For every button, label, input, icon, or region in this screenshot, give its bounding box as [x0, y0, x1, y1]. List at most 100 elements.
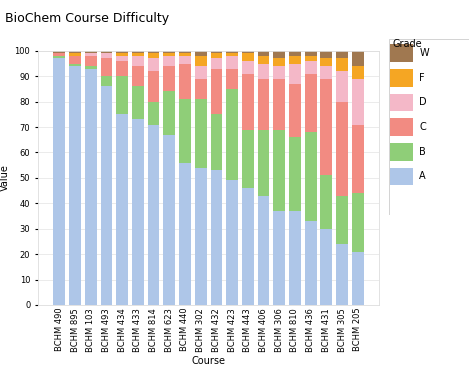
Bar [116, 76, 128, 114]
Bar [305, 51, 317, 56]
Bar [390, 69, 413, 86]
Bar [132, 66, 144, 86]
Bar [54, 56, 65, 58]
Bar [273, 211, 285, 305]
Bar [242, 74, 254, 129]
Bar [100, 51, 112, 53]
Bar [336, 58, 348, 71]
Text: W: W [419, 48, 429, 58]
Bar [54, 51, 65, 53]
Bar [320, 58, 332, 66]
Bar [390, 93, 413, 111]
Bar [132, 51, 144, 53]
Bar [210, 58, 222, 68]
Text: Grade: Grade [392, 39, 422, 49]
Bar [100, 53, 112, 58]
Bar [148, 71, 159, 102]
Bar [116, 51, 128, 53]
Bar [210, 114, 222, 170]
Bar [336, 196, 348, 244]
Bar [100, 58, 112, 76]
Bar [195, 66, 207, 79]
Bar [148, 51, 159, 53]
Bar [210, 170, 222, 305]
Bar [258, 129, 269, 196]
Bar [242, 61, 254, 74]
Bar [289, 51, 301, 56]
Bar [100, 86, 112, 305]
Text: B: B [419, 147, 426, 157]
Bar [226, 89, 238, 180]
Bar [273, 51, 285, 58]
Text: BioChem Course Difficulty: BioChem Course Difficulty [5, 12, 169, 25]
Bar [390, 118, 413, 136]
Bar [132, 56, 144, 66]
Bar [336, 244, 348, 305]
Bar [69, 63, 81, 66]
Bar [54, 53, 65, 56]
Bar [320, 66, 332, 79]
Bar [258, 196, 269, 305]
Bar [164, 56, 175, 66]
Bar [148, 124, 159, 305]
Bar [132, 53, 144, 56]
Bar [100, 76, 112, 86]
Bar [320, 79, 332, 175]
Bar [320, 229, 332, 305]
Bar [289, 211, 301, 305]
Bar [289, 84, 301, 137]
Bar [69, 51, 81, 53]
Bar [85, 51, 97, 53]
Bar [258, 51, 269, 56]
Text: A: A [419, 171, 426, 181]
Bar [336, 71, 348, 102]
Bar [85, 53, 97, 56]
Bar [226, 56, 238, 68]
Bar [179, 63, 191, 99]
Bar [195, 51, 207, 56]
Bar [305, 221, 317, 305]
Bar [289, 63, 301, 84]
Bar [352, 51, 364, 66]
Bar [273, 58, 285, 66]
Bar [320, 51, 332, 58]
Bar [85, 68, 97, 305]
Bar [273, 79, 285, 129]
Bar [116, 114, 128, 305]
Bar [352, 79, 364, 124]
Y-axis label: Value: Value [0, 165, 10, 191]
Bar [164, 66, 175, 91]
Bar [226, 53, 238, 56]
Bar [305, 74, 317, 132]
Bar [390, 167, 413, 185]
Bar [352, 66, 364, 79]
Bar [242, 129, 254, 188]
Bar [164, 53, 175, 56]
Bar [242, 53, 254, 61]
Bar [305, 56, 317, 61]
Bar [390, 143, 413, 160]
Bar [132, 119, 144, 305]
Bar [195, 99, 207, 168]
Bar [258, 56, 269, 63]
Bar [85, 66, 97, 68]
Bar [258, 79, 269, 129]
Bar [116, 56, 128, 61]
X-axis label: Course: Course [191, 356, 226, 366]
Bar [164, 91, 175, 135]
Bar [289, 56, 301, 63]
Bar [336, 51, 348, 58]
Bar [69, 53, 81, 56]
Bar [164, 51, 175, 53]
Bar [116, 61, 128, 76]
Bar [179, 53, 191, 56]
Bar [195, 168, 207, 305]
Bar [195, 56, 207, 66]
Bar [54, 58, 65, 305]
Bar [179, 56, 191, 63]
Bar [289, 137, 301, 211]
Bar [273, 129, 285, 211]
Bar [179, 99, 191, 163]
Bar [352, 252, 364, 305]
Bar [390, 44, 413, 62]
